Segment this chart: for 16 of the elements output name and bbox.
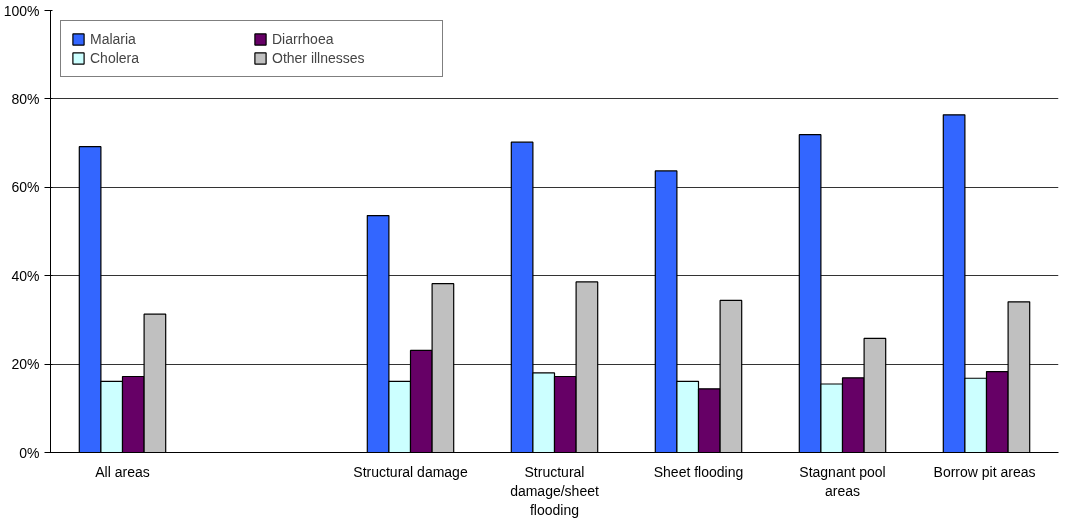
legend-label: Other illnesses	[272, 50, 366, 66]
x-tick-label: Sheet flooding	[653, 463, 744, 480]
y-tick-label: 0%	[19, 444, 40, 461]
legend-label: Cholera	[90, 50, 141, 66]
x-tick-label: All areas	[95, 463, 150, 480]
legend-label: Diarrhoea	[272, 31, 335, 47]
x-tick-label: Structural damage/sheet flooding	[510, 463, 599, 518]
y-tick-label: 40%	[11, 267, 40, 284]
x-tick-label: Borrow pit areas	[933, 463, 1036, 480]
legend-label: Malaria	[90, 31, 137, 47]
y-tick-label: 100%	[3, 2, 40, 19]
y-tick-label: 60%	[11, 179, 40, 196]
y-tick-label: 80%	[11, 90, 40, 107]
x-tick-label: Structural damage	[353, 463, 468, 480]
x-tick-label: Stagnant pool areas	[799, 463, 886, 499]
y-tick-label: 20%	[11, 356, 40, 373]
